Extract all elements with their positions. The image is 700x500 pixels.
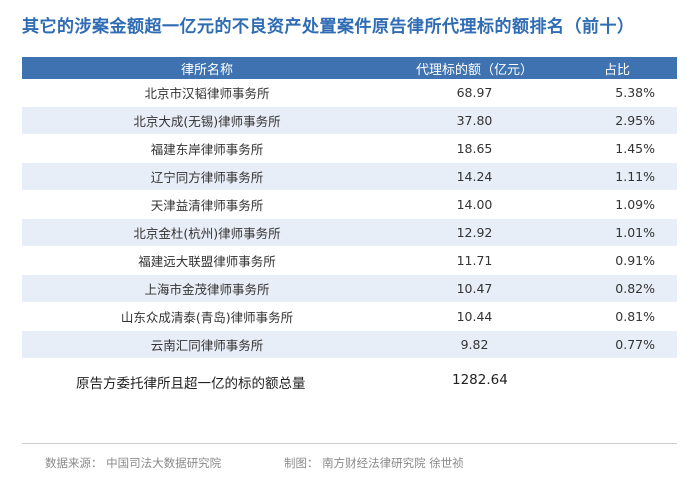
table-row: 北京大成(无锡)律师事务所 37.80 2.95% — [22, 106, 677, 135]
share-cell: 1.45% — [557, 134, 677, 163]
table-row: 北京金杜(杭州)律师事务所 12.92 1.01% — [22, 218, 677, 247]
firm-name-cell: 天津益清律师事务所 — [22, 190, 392, 219]
table-header-row: 律所名称 代理标的额（亿元） 占比 — [22, 57, 677, 79]
share-cell: 1.09% — [557, 190, 677, 219]
header-amount: 代理标的额（亿元） — [392, 57, 557, 79]
firm-name-cell: 北京市汉韬律师事务所 — [22, 79, 392, 107]
table-body: 北京市汉韬律师事务所 68.97 5.38% 北京大成(无锡)律师事务所 37.80 2.… — [22, 79, 677, 359]
footer-divider — [22, 443, 677, 444]
amount-cell: 37.80 — [392, 106, 557, 135]
firm-name-cell: 云南汇同律师事务所 — [22, 330, 392, 359]
amount-cell: 14.00 — [392, 190, 557, 219]
share-cell: 0.91% — [557, 246, 677, 275]
share-cell: 2.95% — [557, 106, 677, 135]
share-cell: 0.82% — [557, 274, 677, 303]
amount-cell: 10.47 — [392, 274, 557, 303]
firm-name-cell: 辽宁同方律师事务所 — [22, 162, 392, 191]
header-share: 占比 — [557, 57, 677, 79]
amount-cell: 68.97 — [392, 79, 557, 107]
firm-name-cell: 山东众成清泰(青岛)律师事务所 — [22, 302, 392, 331]
chart-title: 其它的涉案金额超一亿元的不良资产处置案件原告律所代理标的额排名（前十） — [22, 17, 635, 37]
table-row: 上海市金茂律师事务所 10.47 0.82% — [22, 274, 677, 303]
table-row: 天津益清律师事务所 14.00 1.09% — [22, 190, 677, 219]
firm-name-cell: 北京大成(无锡)律师事务所 — [22, 106, 392, 135]
share-cell: 0.81% — [557, 302, 677, 331]
table-row: 辽宁同方律师事务所 14.24 1.11% — [22, 162, 677, 191]
amount-cell: 14.24 — [392, 162, 557, 191]
total-label: 原告方委托律所且超一亿的标的额总量 — [76, 376, 306, 392]
firm-name-cell: 福建远大联盟律师事务所 — [22, 246, 392, 275]
total-value: 1282.64 — [452, 372, 508, 388]
share-cell: 0.77% — [557, 330, 677, 359]
amount-cell: 11.71 — [392, 246, 557, 275]
firm-name-cell: 上海市金茂律师事务所 — [22, 274, 392, 303]
ranking-table: 律所名称 代理标的额（亿元） 占比 北京市汉韬律师事务所 68.97 5.38% 北京… — [22, 57, 677, 359]
table-row: 福建远大联盟律师事务所 11.71 0.91% — [22, 246, 677, 275]
header-firm-name: 律所名称 — [22, 57, 392, 79]
amount-cell: 10.44 — [392, 302, 557, 331]
chart-credit: 制图： 南方财经法律研究院 徐世祯 — [284, 456, 464, 470]
amount-cell: 18.65 — [392, 134, 557, 163]
share-cell: 5.38% — [557, 79, 677, 107]
amount-cell: 9.82 — [392, 330, 557, 359]
table-row: 北京市汉韬律师事务所 68.97 5.38% — [22, 79, 677, 107]
table-row: 福建东岸律师事务所 18.65 1.45% — [22, 134, 677, 163]
table-row: 山东众成清泰(青岛)律师事务所 10.44 0.81% — [22, 302, 677, 331]
table-row: 云南汇同律师事务所 9.82 0.77% — [22, 330, 677, 359]
share-cell: 1.11% — [557, 162, 677, 191]
firm-name-cell: 北京金杜(杭州)律师事务所 — [22, 218, 392, 247]
share-cell: 1.01% — [557, 218, 677, 247]
amount-cell: 12.92 — [392, 218, 557, 247]
data-source: 数据来源： 中国司法大数据研究院 — [45, 456, 222, 470]
firm-name-cell: 福建东岸律师事务所 — [22, 134, 392, 163]
